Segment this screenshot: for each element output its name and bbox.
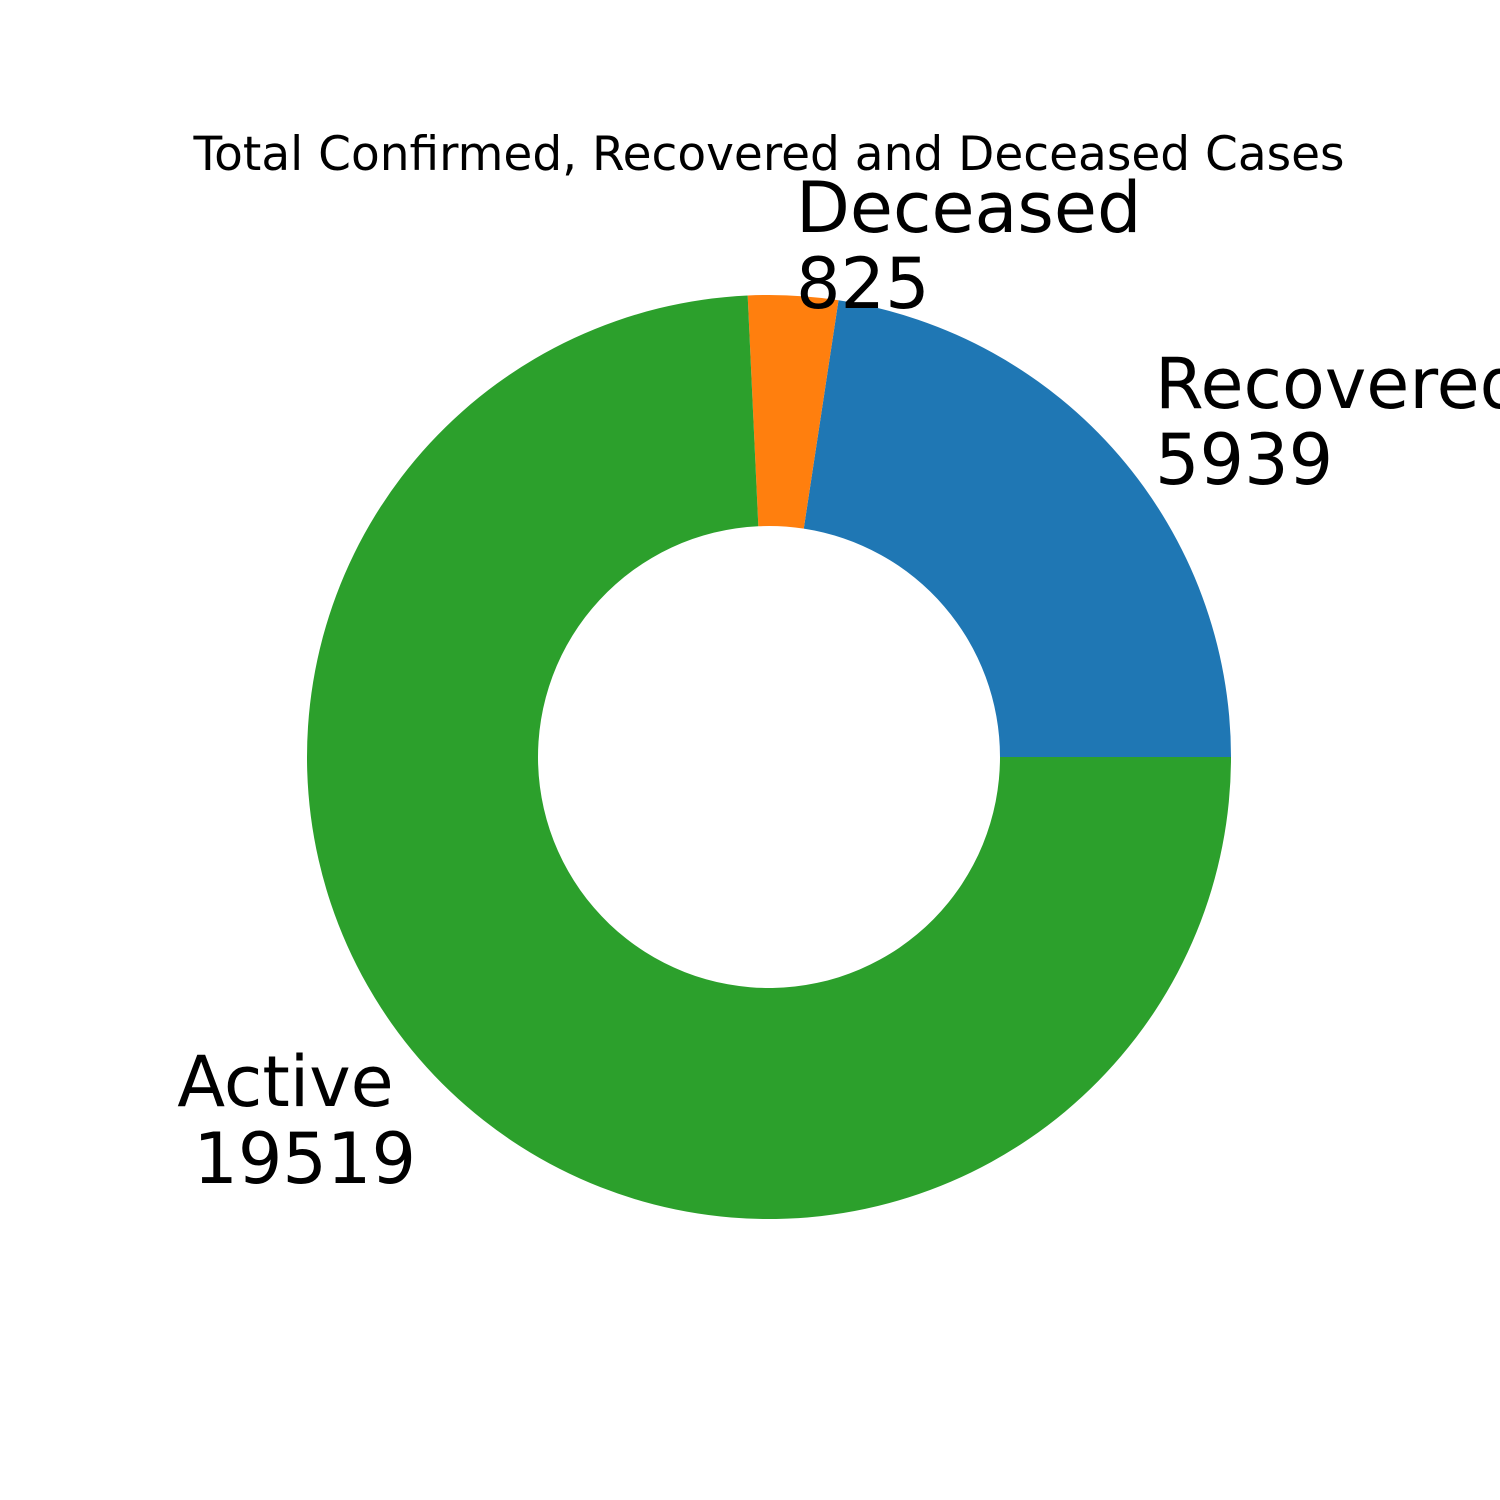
slice-label-recovered-value: 5939 [1155, 419, 1333, 501]
slice-label-recovered-name: Recovered [1155, 343, 1500, 425]
chart-title: Total Confirmed, Recovered and Deceased … [192, 127, 1344, 182]
slice-label-deceased-name: Deceased [796, 167, 1141, 249]
slice-deceased [747, 295, 839, 529]
slice-recovered [803, 300, 1231, 757]
slice-active [307, 295, 1231, 1219]
slice-label-recovered: Recovered 5939 [1155, 343, 1500, 501]
slice-label-deceased-value: 825 [796, 243, 930, 325]
donut-slices [307, 295, 1231, 1219]
slice-label-active-value: 19519 [193, 1118, 416, 1200]
slice-label-active: Active 19519 [177, 1041, 416, 1200]
slice-label-deceased: Deceased 825 [796, 167, 1164, 325]
slice-label-active-name: Active [177, 1041, 394, 1123]
